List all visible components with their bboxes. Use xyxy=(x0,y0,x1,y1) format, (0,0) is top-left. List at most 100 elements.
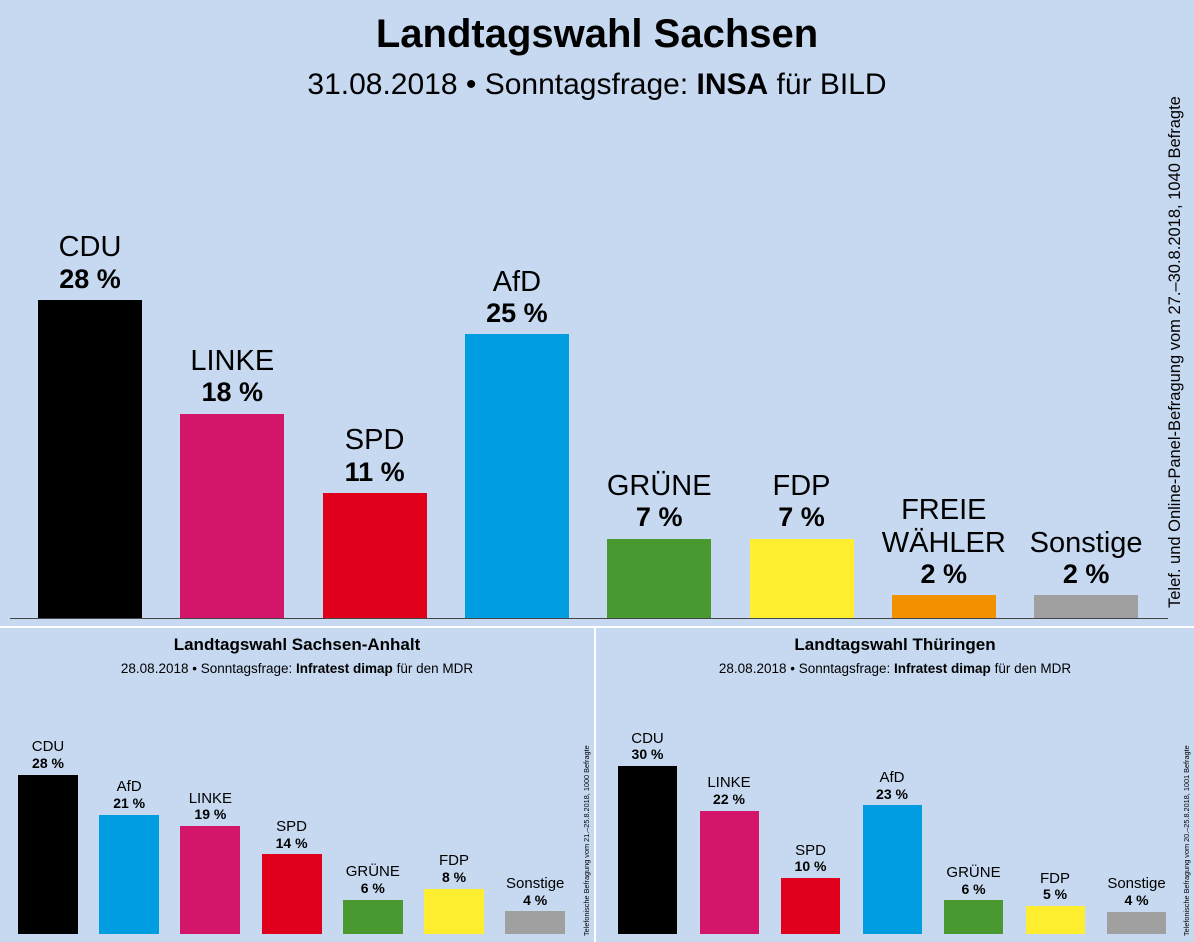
party-name-cdu: CDU xyxy=(31,738,65,756)
party-name-sonstige: Sonstige xyxy=(1029,526,1143,559)
party-name-gruene: GRÜNE xyxy=(946,863,1001,881)
bar-label-spd: SPD 10 % xyxy=(769,841,853,875)
bar-label-linke: LINKE 22 % xyxy=(687,775,771,807)
percent-label-afd: 23 % xyxy=(876,785,908,802)
party-name-freie-waehler: FREIE WÄHLER xyxy=(881,494,1006,559)
percent-label-spd: 10 % xyxy=(794,858,827,875)
bar-spd xyxy=(781,878,840,934)
percent-label-gruene: 7 % xyxy=(635,502,683,533)
party-name-spd: SPD xyxy=(795,841,826,859)
chart-title: Landtagswahl Sachsen xyxy=(375,12,819,56)
party-name-sonstige: Sonstige xyxy=(1107,875,1166,893)
party-name-spd: SPD xyxy=(276,818,308,835)
bar-linke xyxy=(699,810,759,934)
bar-spd xyxy=(322,493,427,618)
party-name-cdu: CDU xyxy=(58,231,122,264)
bar-fdp xyxy=(424,888,484,934)
party-name-afd: AfD xyxy=(492,265,542,298)
bar-label-spd: SPD 11 % xyxy=(290,424,460,487)
bar-label-linke: LINKE 19 % xyxy=(168,789,252,823)
panel-divider-vertical xyxy=(594,626,596,942)
party-name-fdp: FDP xyxy=(439,852,469,870)
bar-freie-waehler xyxy=(891,595,996,618)
bar-label-sonstige: Sonstige 2 % xyxy=(1001,527,1171,590)
bar-afd xyxy=(464,334,569,618)
bar-label-afd: AfD 25 % xyxy=(432,266,602,329)
right-subtitle-institute: Infratest dimap xyxy=(894,661,991,676)
bar-label-afd: AfD 21 % xyxy=(87,778,171,812)
party-name-linke: LINKE xyxy=(188,789,233,807)
bar-linke xyxy=(180,413,285,618)
bar-cdu xyxy=(618,766,677,934)
percent-label-gruene: 6 % xyxy=(360,880,385,897)
bar-sonstige xyxy=(1034,595,1139,618)
bar-spd xyxy=(261,854,322,934)
main-chart-baseline xyxy=(10,618,1168,619)
bar-label-gruene: GRÜNE 6 % xyxy=(331,864,415,896)
percent-label-sonstige: 2 % xyxy=(1062,559,1110,590)
party-name-afd: AfD xyxy=(879,768,905,786)
left-panel-title: Landtagswahl Sachsen-Anhalt xyxy=(173,635,421,654)
party-name-linke: LINKE xyxy=(707,774,751,792)
chart-subtitle: 31.08.2018 • Sonntagsfrage: INSA für BIL… xyxy=(0,68,1194,102)
bar-label-linke: LINKE 18 % xyxy=(147,345,317,408)
percent-label-sonstige: 4 % xyxy=(1124,891,1149,908)
percent-label-cdu: 28 % xyxy=(32,755,64,772)
bar-label-fdp: FDP 7 % xyxy=(717,470,887,533)
party-name-gruene: GRÜNE xyxy=(345,863,400,881)
bar-cdu xyxy=(38,300,142,618)
bar-fdp xyxy=(1025,906,1085,934)
bar-label-fdp: FDP 5 % xyxy=(1013,869,1097,903)
party-name-afd: AfD xyxy=(116,778,142,796)
right-panel-subtitle: 28.08.2018 • Sonntagsfrage: Infratest di… xyxy=(596,661,1194,676)
bar-sonstige xyxy=(505,911,566,934)
bar-gruene xyxy=(944,900,1003,934)
right-panel-title: Landtagswahl Thüringen xyxy=(794,635,996,654)
panel-divider-horizontal xyxy=(0,626,1194,628)
bar-linke xyxy=(180,826,241,934)
party-name-gruene: GRÜNE xyxy=(606,469,712,502)
percent-label-spd: 14 % xyxy=(275,834,308,851)
left-subtitle-institute: Infratest dimap xyxy=(296,661,393,676)
bar-afd xyxy=(99,814,160,934)
bar-label-spd: SPD 14 % xyxy=(250,818,334,851)
bar-label-gruene: GRÜNE 6 % xyxy=(932,863,1016,897)
percent-label-linke: 22 % xyxy=(713,791,745,808)
left-survey-method-note: Telefonische Befragung vom 21.–25.8.2018… xyxy=(582,745,591,936)
percent-label-afd: 25 % xyxy=(486,297,548,328)
left-subtitle-client: für den MDR xyxy=(392,661,474,676)
percent-label-fdp: 5 % xyxy=(1042,886,1068,903)
percent-label-sonstige: 4 % xyxy=(523,891,548,908)
right-subtitle-client: für den MDR xyxy=(990,661,1072,676)
bar-label-afd: AfD 23 % xyxy=(850,768,934,802)
bar-gruene xyxy=(342,899,403,934)
party-name-fdp: FDP xyxy=(772,469,831,502)
bar-label-cdu: CDU 28 % xyxy=(6,739,90,771)
percent-label-cdu: 30 % xyxy=(631,746,664,763)
bar-label-freie-waehler: FREIE WÄHLER 2 % xyxy=(859,494,1029,589)
bar-fdp xyxy=(749,538,854,618)
percent-label-spd: 11 % xyxy=(344,456,405,487)
bar-label-gruene: GRÜNE 7 % xyxy=(574,470,744,533)
percent-label-linke: 18 % xyxy=(201,377,264,408)
bar-label-sonstige: Sonstige 4 % xyxy=(1095,875,1179,908)
right-subtitle-date: 28.08.2018 • Sonntagsfrage: xyxy=(718,661,895,676)
bar-sonstige xyxy=(1107,911,1166,934)
party-name-cdu: CDU xyxy=(631,729,664,747)
bar-gruene xyxy=(607,538,712,618)
subtitle-institute: INSA xyxy=(696,68,769,101)
bar-label-fdp: FDP 8 % xyxy=(412,852,496,885)
bar-label-sonstige: Sonstige 4 % xyxy=(493,875,577,908)
party-name-fdp: FDP xyxy=(1040,869,1070,887)
bar-label-cdu: CDU 28 % xyxy=(5,231,175,294)
percent-label-gruene: 6 % xyxy=(961,880,986,897)
left-panel-subtitle: 28.08.2018 • Sonntagsfrage: Infratest di… xyxy=(0,661,594,676)
party-name-spd: SPD xyxy=(344,424,405,457)
subtitle-client: für BILD xyxy=(768,68,887,101)
right-survey-method-note: Telefonische Befragung vom 20.–25.8.2018… xyxy=(1182,745,1191,936)
bar-afd xyxy=(862,805,922,934)
percent-label-cdu: 28 % xyxy=(59,263,121,294)
percent-label-afd: 21 % xyxy=(113,795,146,812)
percent-label-fdp: 7 % xyxy=(778,502,825,533)
bar-label-cdu: CDU 30 % xyxy=(606,729,690,763)
